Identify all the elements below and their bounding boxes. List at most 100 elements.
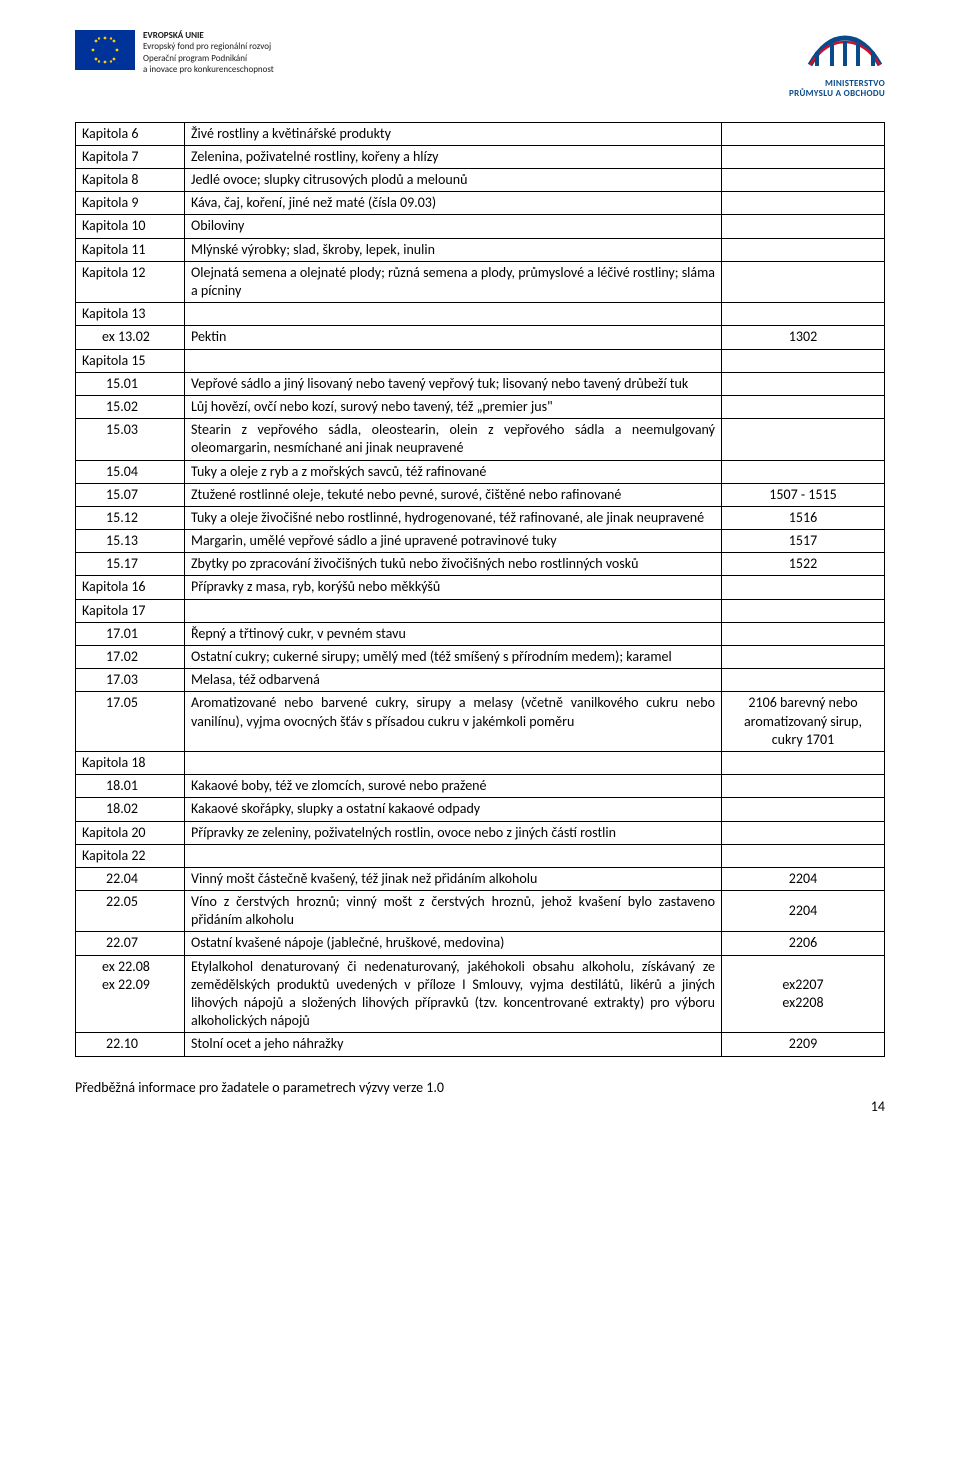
table-row: 15.04Tuky a oleje z ryb a z mořských sav… [76, 460, 885, 483]
row-description [185, 303, 722, 326]
mpo-header-block: MINISTERSTVO PRŮMYSLU A OBCHODU [789, 30, 885, 100]
row-reference [722, 215, 885, 238]
row-reference [722, 844, 885, 867]
row-description [185, 751, 722, 774]
table-row: 17.01Řepný a třtinový cukr, v pevném sta… [76, 622, 885, 645]
row-description: Obiloviny [185, 215, 722, 238]
data-table: Kapitola 6Živé rostliny a květinářské pr… [75, 122, 885, 1057]
table-row: ex 13.02Pektin1302 [76, 326, 885, 349]
table-row: Kapitola 12Olejnatá semena a olejnaté pl… [76, 261, 885, 302]
eu-line3: Operační program Podnikání [143, 53, 247, 64]
table-row: 15.07Ztužené rostlinné oleje, tekuté neb… [76, 483, 885, 506]
row-description: Jedlé ovoce; slupky citrusových plodů a … [185, 169, 722, 192]
eu-line1: EVROPSKÁ UNIE [143, 30, 204, 41]
row-code: 15.03 [76, 419, 185, 460]
row-reference: ex2207ex2208 [722, 955, 885, 1033]
row-code: 18.02 [76, 798, 185, 821]
row-reference: 1507 - 1515 [722, 483, 885, 506]
table-row: Kapitola 6Živé rostliny a květinářské pr… [76, 122, 885, 145]
row-reference [722, 238, 885, 261]
table-row: 15.02Lůj hovězí, ovčí nebo kozí, surový … [76, 395, 885, 418]
row-code: Kapitola 22 [76, 844, 185, 867]
row-reference [722, 145, 885, 168]
row-code: 15.02 [76, 395, 185, 418]
row-code: 17.02 [76, 646, 185, 669]
row-reference [722, 261, 885, 302]
row-code: 15.12 [76, 506, 185, 529]
row-description: Vinný mošt částečně kvašený, též jinak n… [185, 867, 722, 890]
row-description [185, 349, 722, 372]
table-row: 18.02Kakaové skořápky, slupky a ostatní … [76, 798, 885, 821]
row-description: Víno z čerstvých hroznů; vinný mošt z če… [185, 891, 722, 932]
row-code: Kapitola 12 [76, 261, 185, 302]
row-description: Margarin, umělé vepřové sádlo a jiné upr… [185, 530, 722, 553]
row-description: Melasa, též odbarvená [185, 669, 722, 692]
table-row: 22.04Vinný mošt částečně kvašený, též ji… [76, 867, 885, 890]
table-row: Kapitola 9Káva, čaj, koření, jiné než ma… [76, 192, 885, 215]
row-reference: 1516 [722, 506, 885, 529]
table-row: Kapitola 13 [76, 303, 885, 326]
mpo-line2: PRŮMYSLU A OBCHODU [789, 88, 885, 99]
row-reference [722, 419, 885, 460]
row-description: Řepný a třtinový cukr, v pevném stavu [185, 622, 722, 645]
table-row: 15.01Vepřové sádlo a jiný lisovaný nebo … [76, 372, 885, 395]
page-number: 14 [75, 1098, 885, 1115]
row-code: 15.07 [76, 483, 185, 506]
row-description [185, 599, 722, 622]
row-code: Kapitola 18 [76, 751, 185, 774]
row-description: Stolní ocet a jeho náhražky [185, 1033, 722, 1056]
table-row: 22.07Ostatní kvašené nápoje (jablečné, h… [76, 932, 885, 955]
eu-flag-icon [75, 30, 135, 70]
table-row: Kapitola 16Přípravky z masa, ryb, korýšů… [76, 576, 885, 599]
table-row: 22.10Stolní ocet a jeho náhražky2209 [76, 1033, 885, 1056]
row-reference: 1517 [722, 530, 885, 553]
row-description: Káva, čaj, koření, jiné než maté (čísla … [185, 192, 722, 215]
row-reference [722, 599, 885, 622]
row-code: Kapitola 6 [76, 122, 185, 145]
row-reference: 2106 barevný nebo aromatizovaný sirup, c… [722, 692, 885, 752]
row-code: Kapitola 20 [76, 821, 185, 844]
row-reference [722, 349, 885, 372]
row-code: ex 13.02 [76, 326, 185, 349]
table-row: Kapitola 15 [76, 349, 885, 372]
table-body: Kapitola 6Živé rostliny a květinářské pr… [76, 122, 885, 1056]
row-description: Pektin [185, 326, 722, 349]
table-row: 22.05Víno z čerstvých hroznů; vinný mošt… [76, 891, 885, 932]
table-row: 15.17Zbytky po zpracování živočišných tu… [76, 553, 885, 576]
table-row: 18.01Kakaové boby, též ve zlomcích, suro… [76, 775, 885, 798]
row-description: Etylalkohol denaturovaný či nedenaturova… [185, 955, 722, 1033]
row-code: Kapitola 17 [76, 599, 185, 622]
table-row: Kapitola 11Mlýnské výrobky; slad, škroby… [76, 238, 885, 261]
row-description: Lůj hovězí, ovčí nebo kozí, surový nebo … [185, 395, 722, 418]
row-reference [722, 669, 885, 692]
row-description: Olejnatá semena a olejnaté plody; různá … [185, 261, 722, 302]
row-reference [722, 622, 885, 645]
row-description: Mlýnské výrobky; slad, škroby, lepek, in… [185, 238, 722, 261]
row-description: Zelenina, poživatelné rostliny, kořeny a… [185, 145, 722, 168]
row-code: 22.04 [76, 867, 185, 890]
eu-line4: a inovace pro konkurenceschopnost [143, 64, 274, 75]
row-code: Kapitola 15 [76, 349, 185, 372]
table-row: 17.05Aromatizované nebo barvené cukry, s… [76, 692, 885, 752]
row-reference [722, 821, 885, 844]
row-code: Kapitola 8 [76, 169, 185, 192]
row-description: Živé rostliny a květinářské produkty [185, 122, 722, 145]
row-reference [722, 372, 885, 395]
row-code: Kapitola 10 [76, 215, 185, 238]
row-code: Kapitola 7 [76, 145, 185, 168]
row-reference [722, 122, 885, 145]
table-row: 15.03Stearin z vepřového sádla, oleostea… [76, 419, 885, 460]
footer-text: Předběžná informace pro žadatele o param… [75, 1079, 885, 1096]
row-code: Kapitola 13 [76, 303, 185, 326]
row-reference: 1522 [722, 553, 885, 576]
table-row: Kapitola 22 [76, 844, 885, 867]
row-description: Zbytky po zpracování živočišných tuků ne… [185, 553, 722, 576]
row-reference: 2204 [722, 891, 885, 932]
table-row: Kapitola 10Obiloviny [76, 215, 885, 238]
row-reference [722, 192, 885, 215]
row-description: Přípravky ze zeleniny, poživatelných ros… [185, 821, 722, 844]
row-description: Ztužené rostlinné oleje, tekuté nebo pev… [185, 483, 722, 506]
table-row: Kapitola 18 [76, 751, 885, 774]
row-code: 17.01 [76, 622, 185, 645]
row-reference [722, 395, 885, 418]
